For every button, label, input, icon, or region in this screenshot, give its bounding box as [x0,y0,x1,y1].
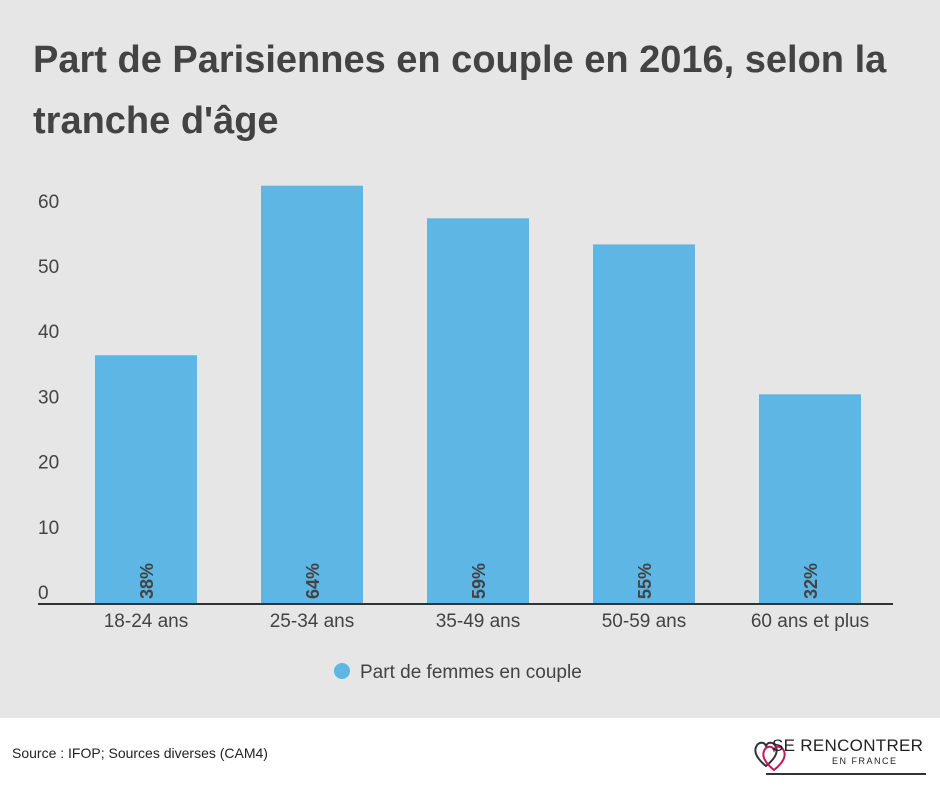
footer: Source : IFOP; Sources diverses (CAM4) S… [0,718,940,788]
y-tick-label: 60 [38,192,59,213]
brand-subtitle: EN FRANCE [832,756,898,766]
x-tick-label: 35-49 ans [436,611,521,632]
chart-title: Part de Parisiennes en couple en 2016, s… [33,39,887,142]
y-tick-label: 20 [38,453,59,474]
bar [593,244,695,603]
legend-label: Part de femmes en couple [360,662,582,683]
bar [95,355,197,603]
brand-underline [766,773,926,775]
y-tick-label: 30 [38,387,59,408]
y-tick-label: 0 [38,583,49,604]
source-text: Source : IFOP; Sources diverses (CAM4) [12,745,268,761]
bar [759,394,861,603]
data-label: 64% [303,563,323,599]
data-label: 32% [801,563,821,599]
data-label: 38% [137,563,157,599]
x-tick-label: 25-34 ans [270,611,355,632]
legend-marker [334,663,350,679]
bar-chart: 0 10 20 30 40 50 60 38% 18-24 ans 64% 25-34 ans 59%… [38,185,893,683]
x-tick-label: 60 ans et plus [751,611,869,632]
data-label: 59% [469,563,489,599]
y-tick-label: 10 [38,518,59,539]
data-label: 55% [635,563,655,599]
bar [427,218,529,603]
bar [261,185,363,603]
x-tick-label: 18-24 ans [104,611,189,632]
chart-panel: Part de Parisiennes en couple en 2016, s… [0,0,940,718]
x-tick-label: 50-59 ans [602,611,687,632]
brand-name: SE RENCONTRER [772,736,924,755]
hearts-logo-icon [754,741,786,772]
y-tick-label: 50 [38,257,59,278]
brand-logo: SE RENCONTRER EN FRANCE [752,730,928,780]
y-tick-label: 40 [38,322,59,343]
